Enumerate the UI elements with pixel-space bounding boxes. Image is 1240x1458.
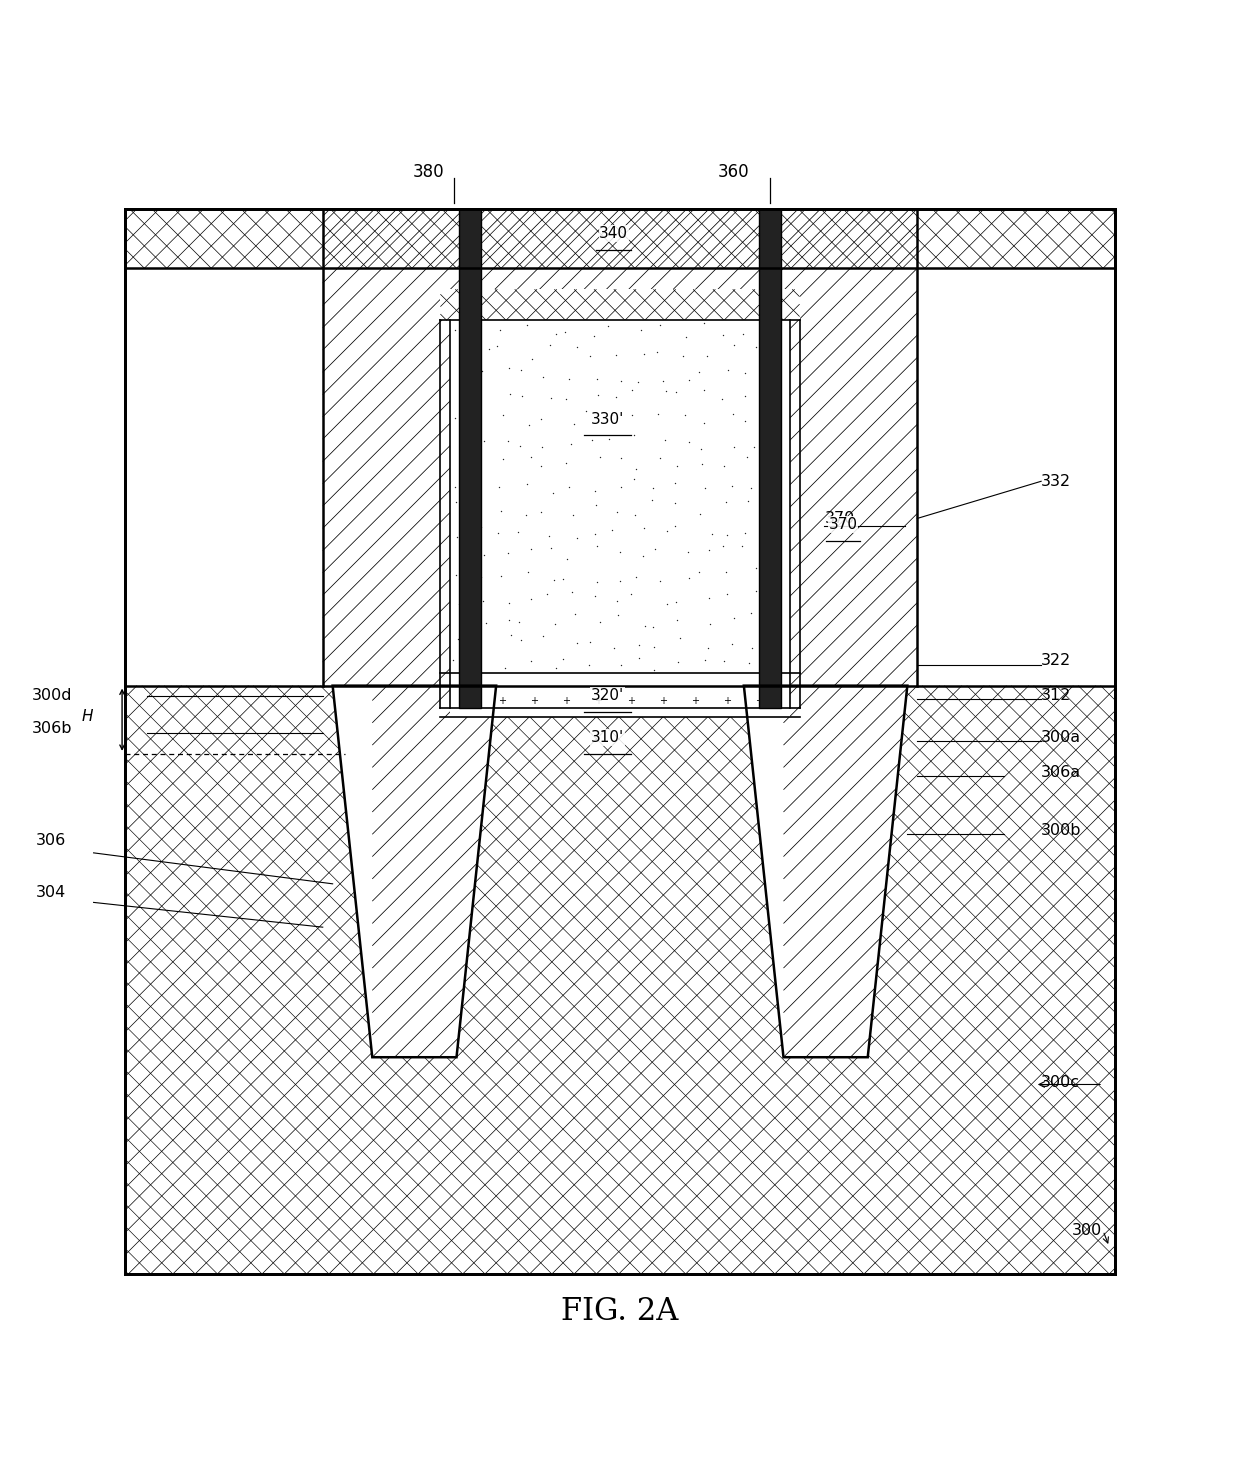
Text: 380: 380 [412, 163, 444, 181]
Bar [759, 208, 781, 709]
Text: +: + [658, 695, 667, 706]
Text: 300b: 300b [1042, 824, 1081, 838]
Bar [450, 709, 790, 717]
Bar [450, 321, 790, 674]
Text: +: + [691, 695, 699, 706]
Text: 370: 370 [825, 510, 854, 526]
Bar [124, 208, 1116, 268]
Bar [322, 208, 918, 685]
Bar [124, 208, 1116, 1274]
Text: +: + [626, 695, 635, 706]
Text: +: + [562, 695, 570, 706]
Text: 332: 332 [1042, 474, 1071, 488]
Text: 310': 310' [591, 730, 624, 745]
Bar [124, 208, 1116, 1274]
Text: 306: 306 [36, 833, 66, 849]
Text: 300c: 300c [1042, 1075, 1080, 1089]
Text: 300: 300 [1073, 1223, 1102, 1238]
Bar [450, 674, 790, 717]
Text: 306b: 306b [32, 722, 72, 736]
Text: 320': 320' [591, 688, 624, 703]
Text: H: H [82, 709, 93, 725]
Bar [440, 289, 800, 321]
Bar [124, 685, 1116, 1274]
Polygon shape [332, 685, 496, 1057]
Text: 370: 370 [828, 518, 857, 532]
Polygon shape [744, 685, 908, 1057]
Text: +: + [497, 695, 506, 706]
Bar [459, 208, 481, 709]
Text: 312: 312 [1042, 688, 1071, 703]
Text: +: + [529, 695, 538, 706]
Bar [322, 208, 918, 685]
Text: 300d: 300d [32, 688, 72, 703]
Text: 300a: 300a [1042, 730, 1081, 745]
Text: 360: 360 [718, 163, 750, 181]
Text: 330': 330' [591, 411, 624, 427]
Text: 322: 322 [1042, 653, 1071, 668]
Text: 306a: 306a [1042, 765, 1081, 780]
Text: 304: 304 [36, 885, 66, 900]
Text: +: + [755, 695, 764, 706]
Text: +: + [594, 695, 603, 706]
Text: FIG. 2A: FIG. 2A [562, 1296, 678, 1327]
Text: +: + [723, 695, 732, 706]
Text: 340: 340 [599, 226, 629, 241]
Text: +: + [466, 695, 474, 706]
